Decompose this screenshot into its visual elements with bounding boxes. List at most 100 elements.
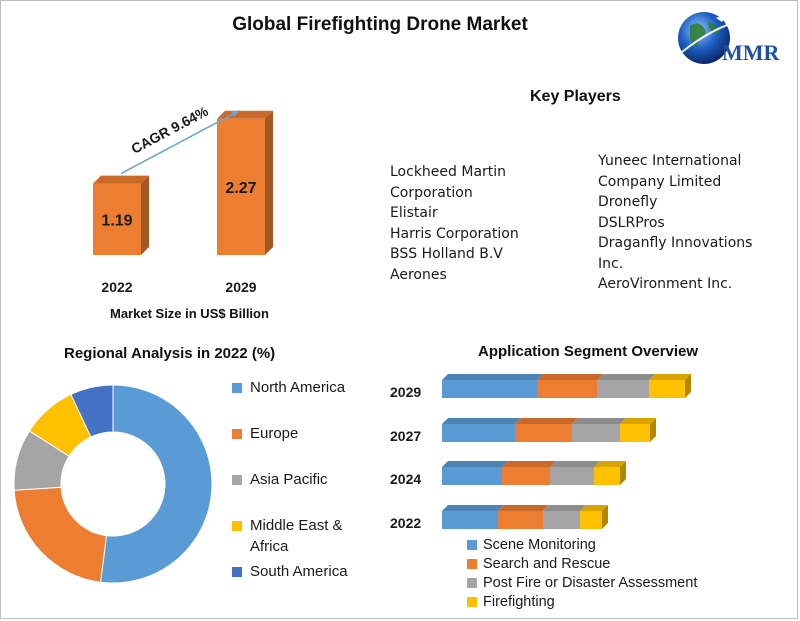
legend-label: Post Fire or Disaster Assessment: [483, 574, 698, 591]
legend-label: Firefighting: [483, 593, 555, 610]
cagr-arrow-head: [231, 110, 239, 118]
market-year-label: 2022: [101, 279, 132, 295]
market-size-chart: 1.19 2022 2.27 2029 CAGR 9.64%: [93, 103, 273, 295]
app-bar-segment: [515, 424, 572, 442]
mmr-logo: MMR: [672, 8, 790, 68]
legend-swatch: [467, 558, 477, 569]
player-name: BSS Holland B.V: [390, 246, 503, 262]
key-players-heading: Key Players: [530, 88, 621, 105]
market-bar: [217, 118, 265, 255]
legend-swatch: [232, 521, 242, 531]
app-bar-side: [650, 418, 656, 442]
app-bar-segment: [498, 511, 543, 529]
app-bar-segment: [442, 511, 498, 529]
app-bar-top: [597, 374, 655, 380]
app-bar-side: [602, 505, 608, 529]
player-name: Elistair: [390, 205, 438, 221]
app-bar-segment: [543, 511, 580, 529]
legend-item: Asia Pacific: [232, 469, 372, 490]
app-bar-segment: [502, 467, 550, 485]
app-bar-top: [543, 505, 586, 511]
legend-swatch: [232, 475, 242, 485]
app-bar-top: [442, 461, 508, 467]
legend-label: Asia Pacific: [250, 471, 328, 488]
app-year-label: 2022: [390, 515, 421, 531]
legend-item: Post Fire or Disaster Assessment: [467, 573, 697, 592]
player-name: Draganfly Innovations: [598, 235, 753, 251]
app-bar-top: [442, 374, 543, 380]
legend-item: Firefighting: [467, 592, 697, 611]
legend-item: Europe: [232, 423, 372, 444]
app-bar-top: [594, 461, 626, 467]
app-bar-top: [649, 374, 691, 380]
legend-swatch: [232, 429, 242, 439]
donut-slice: [70, 384, 114, 438]
legend-label: Search and Rescue: [483, 555, 611, 572]
app-year-label: 2027: [390, 428, 421, 444]
player-name: Aerones: [390, 266, 447, 283]
player-name: Yuneec International: [598, 153, 742, 169]
app-bar-side: [685, 374, 691, 398]
legend-item: Middle East & Africa: [232, 515, 372, 557]
player-name: Harris Corporation: [390, 225, 519, 242]
application-title: Application Segment Overview: [478, 343, 699, 360]
globe-icon: [678, 12, 743, 64]
market-bar-side: [265, 110, 273, 255]
market-bar-top: [93, 175, 149, 184]
app-bar-top: [580, 505, 608, 511]
application-legend: Scene Monitoring Search and Rescue Post Fi…: [467, 535, 697, 611]
app-bar-segment: [442, 467, 502, 485]
legend-swatch: [467, 539, 477, 550]
app-bar-segment: [597, 380, 649, 398]
app-bar-top: [442, 505, 504, 511]
legend-label: North America: [250, 379, 346, 396]
app-bar-top: [620, 418, 656, 424]
application-stacked-chart: 2029 2027 2024 2022: [390, 374, 691, 531]
app-bar-top: [498, 505, 549, 511]
legend-label: South America: [250, 563, 348, 580]
regional-title: Regional Analysis in 2022 (%): [64, 345, 276, 362]
legend-item: South America: [232, 561, 372, 582]
app-bar-segment: [442, 424, 515, 442]
app-bar-side: [620, 461, 626, 485]
legend-label: Scene Monitoring: [483, 536, 596, 553]
app-bar-top: [442, 418, 521, 424]
market-bar: [93, 183, 141, 255]
legend-swatch: [467, 596, 477, 607]
player-name: Corporation: [390, 184, 473, 201]
legend-item: North America: [232, 377, 372, 398]
app-year-label: 2029: [390, 384, 421, 400]
market-bar-top: [217, 110, 273, 119]
donut-slice: [100, 384, 213, 584]
player-name: DSLRPros: [598, 214, 665, 231]
player-name: Inc.: [598, 255, 624, 272]
legend-swatch: [232, 567, 242, 577]
app-bar-segment: [442, 380, 537, 398]
player-name: AeroVironment Inc.: [598, 276, 733, 292]
app-bar-top: [550, 461, 600, 467]
app-bar-top: [572, 418, 626, 424]
legend-swatch: [232, 383, 242, 393]
app-bar-segment: [550, 467, 594, 485]
market-value-label: 1.19: [101, 212, 132, 229]
app-bar-segment: [537, 380, 597, 398]
cagr-label: CAGR 9.64%: [128, 103, 211, 157]
regional-legend: North America Europe Asia Pacific Middle Ea…: [232, 377, 372, 582]
legend-item: Search and Rescue: [467, 554, 697, 573]
app-bar-segment: [572, 424, 620, 442]
app-bar-top: [502, 461, 556, 467]
app-bar-segment: [580, 511, 602, 529]
app-bar-top: [537, 374, 603, 380]
app-bar-segment: [594, 467, 620, 485]
app-bar-top: [515, 418, 578, 424]
page-title: Global Firefighting Drone Market: [232, 14, 528, 35]
player-name: Dronefly: [598, 194, 658, 210]
legend-label: Middle East & Africa: [250, 517, 343, 555]
key-players-left-column: Lockheed Martin Corporation Elistair Har…: [390, 162, 519, 285]
market-size-caption: Market Size in US$ Billion: [110, 306, 269, 321]
key-players-right-column: Yuneec International Company Limited Dro…: [598, 151, 752, 295]
legend-label: Europe: [250, 425, 299, 442]
market-bar-side: [141, 175, 149, 255]
cagr-arrow-line: [120, 110, 240, 175]
